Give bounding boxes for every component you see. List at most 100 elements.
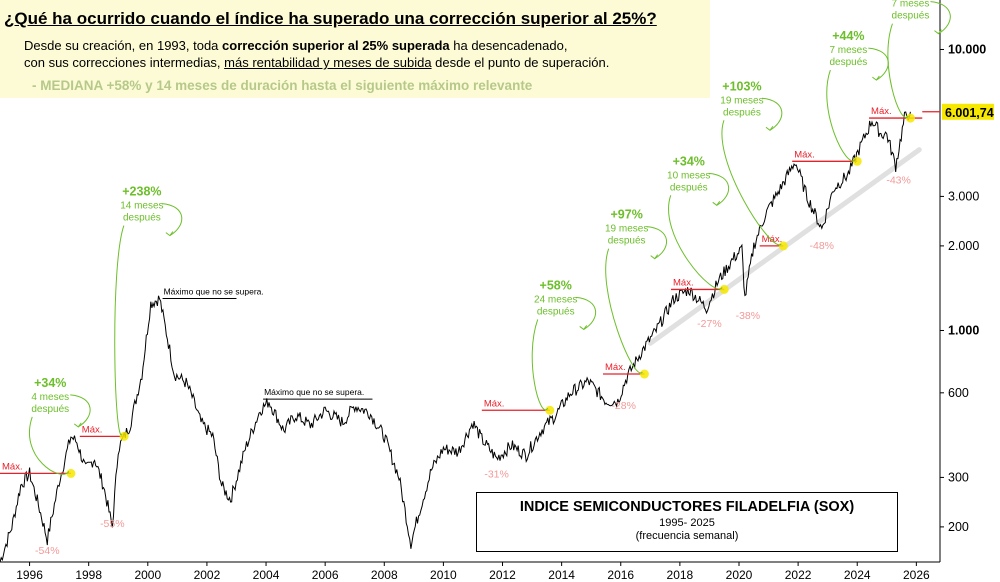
header-panel: ¿Qué ha ocurrido cuando el índice ha sup… xyxy=(0,0,710,98)
breakout-marker xyxy=(639,369,649,379)
last-value-label: 6.001,74 xyxy=(945,106,994,120)
description-line-2: con sus correcciones intermedias, más re… xyxy=(24,55,609,70)
x-tick-label: 2014 xyxy=(548,568,575,582)
x-tick-label: 2002 xyxy=(194,568,221,582)
y-tick-label: 200 xyxy=(948,520,969,534)
unsurpassed-high-label: Máximo que no se supera. xyxy=(264,387,364,397)
gain-pct-label: +103% xyxy=(722,79,761,93)
desc-2c: desde el punto de superación. xyxy=(431,55,610,70)
gain-months-label: 19 meses xyxy=(605,224,648,235)
gain-after-label: después xyxy=(670,182,708,193)
breakout-marker xyxy=(545,405,555,415)
max-level-label: Máx. xyxy=(2,461,23,472)
max-level-label: Máx. xyxy=(762,234,783,245)
x-tick-label: 1996 xyxy=(16,568,43,582)
gain-pct-label: +58% xyxy=(540,278,572,292)
gain-arrow xyxy=(605,226,668,374)
gain-after-label: después xyxy=(123,213,161,224)
drawdown-label: -27% xyxy=(697,318,722,330)
gain-months-label: 19 meses xyxy=(720,95,763,106)
last-value-box xyxy=(942,103,994,120)
unsurpassed-high-label: Máximo que no se supera. xyxy=(164,286,264,296)
gain-after-label: después xyxy=(892,11,930,22)
desc-1b: corrección superior al 25% superada xyxy=(222,38,450,53)
gain-months-label: 10 meses xyxy=(667,170,710,181)
x-tick-label: 2018 xyxy=(667,568,694,582)
drawdown-label: -31% xyxy=(484,468,509,480)
drawdown-label: -28% xyxy=(611,400,636,412)
description-line-1: Desde su creación, en 1993, toda correcc… xyxy=(24,38,567,53)
desc-2b: más rentabilidad y meses de subida xyxy=(224,55,432,70)
gain-arrowhead xyxy=(872,75,880,81)
y-tick-label: 3.000 xyxy=(948,189,979,203)
gain-after-label: después xyxy=(723,107,761,118)
breakout-marker xyxy=(66,468,76,478)
y-tick-label: 300 xyxy=(948,470,969,484)
gain-months-label: 7 meses xyxy=(892,0,930,10)
gain-arrow xyxy=(531,296,597,411)
desc-2a: con sus correcciones intermedias, xyxy=(24,55,225,70)
gain-arrow xyxy=(721,97,783,246)
x-tick-label: 2026 xyxy=(903,568,930,582)
x-tick-label: 2004 xyxy=(253,568,280,582)
gain-arrowhead xyxy=(73,422,82,428)
legend-frequency: (frecuencia semanal) xyxy=(635,530,739,542)
gain-after-label: después xyxy=(829,57,867,68)
drawdown-label: -38% xyxy=(736,310,761,322)
gain-pct-label: +97% xyxy=(611,208,643,222)
drawdown-label: -43% xyxy=(886,175,911,187)
max-level-label: Máx. xyxy=(794,149,815,160)
y-tick-label: 1.000 xyxy=(948,323,979,337)
x-tick-label: 1998 xyxy=(75,568,102,582)
gain-arrow xyxy=(668,172,730,290)
x-tick-label: 2022 xyxy=(785,568,812,582)
x-tick-label: 2020 xyxy=(726,568,753,582)
max-level-label: Máx. xyxy=(871,106,892,117)
gain-after-label: después xyxy=(31,404,69,415)
gain-pct-label: +44% xyxy=(832,29,864,43)
legend-period: 1995- 2025 xyxy=(659,517,715,529)
gain-arrow xyxy=(114,203,183,435)
median-summary: - MEDIANA +58% y 14 meses de duración ha… xyxy=(32,78,533,93)
gain-arrow xyxy=(887,1,951,119)
breakout-marker xyxy=(119,431,129,441)
drawdown-label: -55% xyxy=(100,518,125,530)
drawdown-label: -48% xyxy=(810,240,835,252)
chart-legend-box: INDICE SEMICONDUCTORES FILADELFIA (SOX) … xyxy=(476,492,898,552)
desc-1a: Desde su creación, en 1993, toda xyxy=(24,38,223,53)
x-tick-label: 2024 xyxy=(844,568,871,582)
y-tick-label: 10.000 xyxy=(948,42,986,56)
gain-arrowhead xyxy=(934,29,942,35)
max-level-label: Máx. xyxy=(673,277,694,288)
breakout-marker xyxy=(778,241,788,251)
breakout-marker xyxy=(719,284,729,294)
gain-months-label: 24 meses xyxy=(534,294,577,305)
gain-months-label: 14 meses xyxy=(120,201,163,212)
gain-months-label: 7 meses xyxy=(829,45,867,56)
gain-arrowhead xyxy=(765,125,774,131)
page-title: ¿Qué ha ocurrido cuando el índice ha sup… xyxy=(4,9,657,28)
breakout-marker xyxy=(905,113,915,123)
gain-arrow xyxy=(29,394,91,475)
x-tick-label: 2012 xyxy=(489,568,516,582)
gain-arrowhead xyxy=(712,201,721,207)
breakout-marker xyxy=(852,156,862,166)
gain-months-label: 4 meses xyxy=(31,392,69,403)
x-tick-label: 2008 xyxy=(371,568,398,582)
x-tick-label: 2000 xyxy=(134,568,161,582)
gain-pct-label: +238% xyxy=(122,185,161,199)
gain-pct-label: +34% xyxy=(673,154,705,168)
max-level-label: Máx. xyxy=(605,362,626,373)
x-tick-label: 2006 xyxy=(312,568,339,582)
price-line xyxy=(0,111,911,563)
gain-arrowhead xyxy=(579,325,588,331)
gain-pct-label: +34% xyxy=(34,376,66,390)
gain-arrowhead xyxy=(165,231,174,237)
gain-after-label: después xyxy=(537,306,575,317)
gain-after-label: después xyxy=(608,236,646,247)
y-tick-label: 600 xyxy=(948,386,969,400)
x-tick-label: 2010 xyxy=(430,568,457,582)
desc-1c: ha desencadenado, xyxy=(449,38,568,53)
max-level-label: Máx. xyxy=(82,424,103,435)
y-tick-label: 2.000 xyxy=(948,239,979,253)
